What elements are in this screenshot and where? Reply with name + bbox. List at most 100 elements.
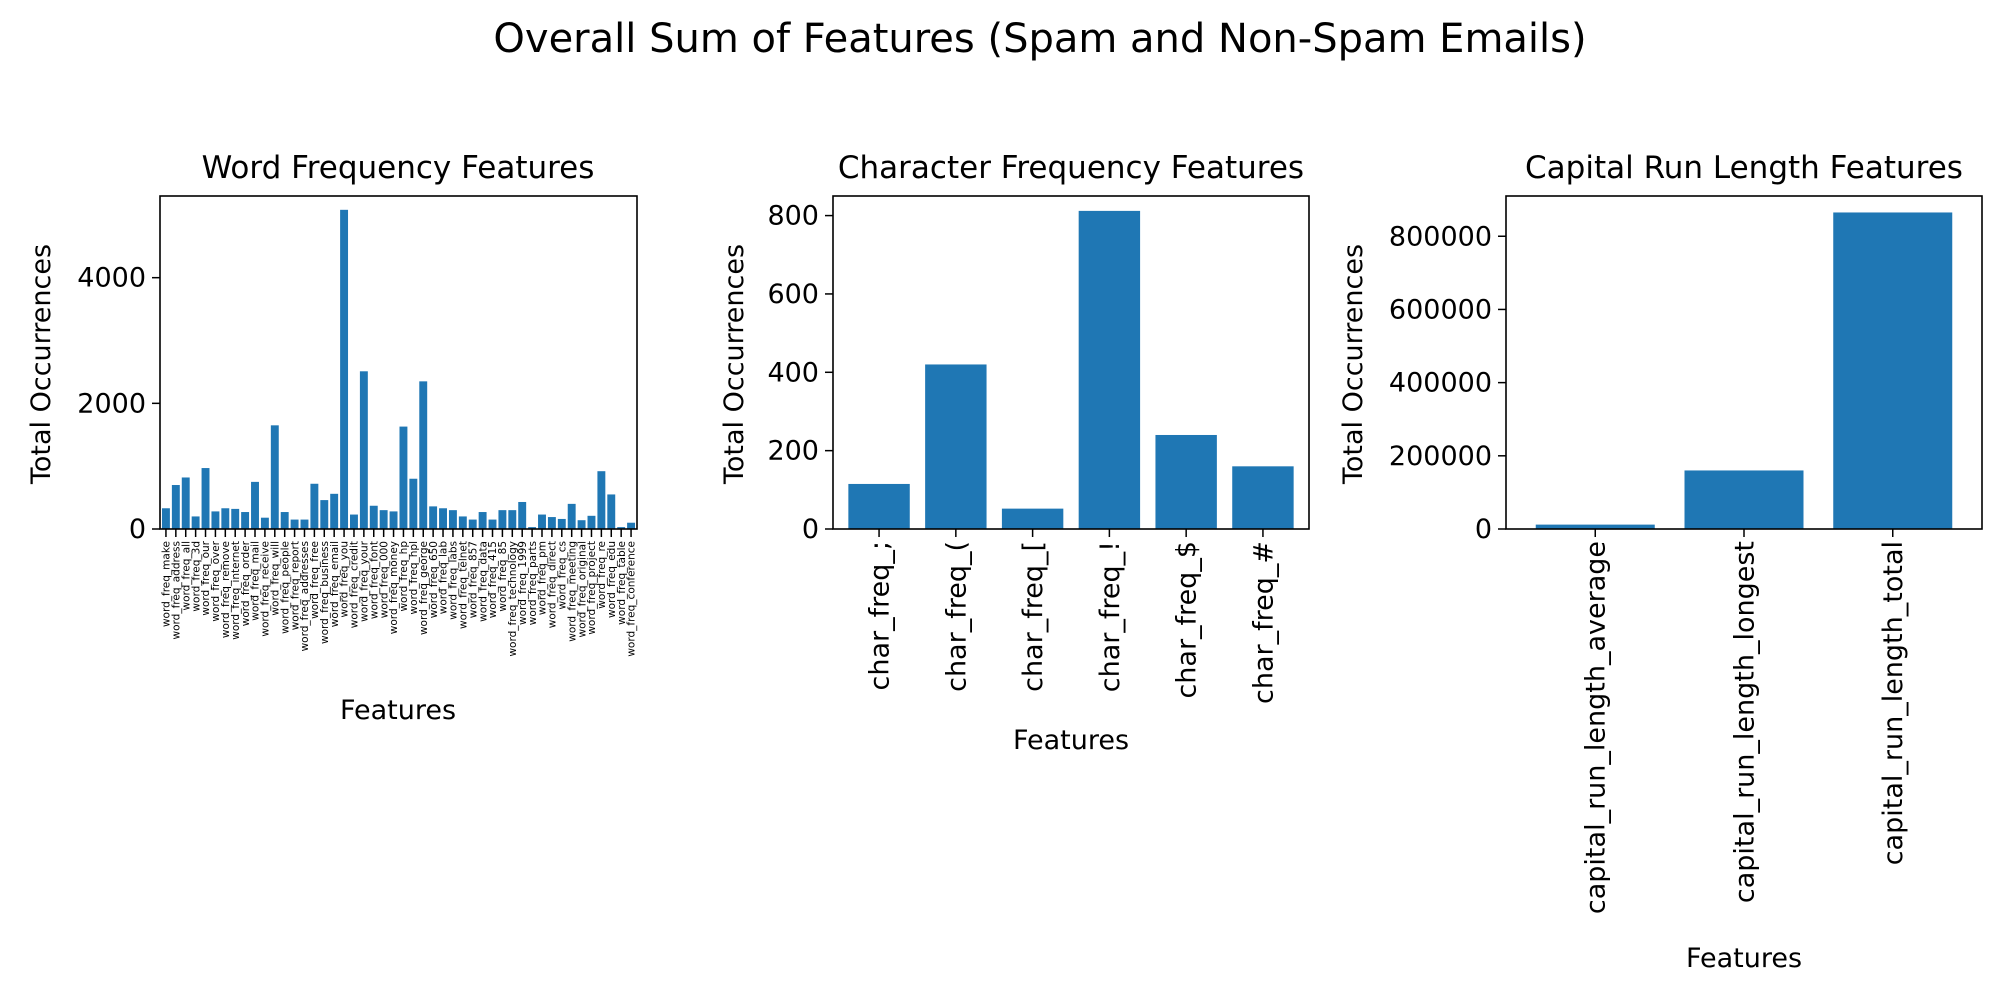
bar: [251, 481, 259, 529]
x-tick-label: word_freq_parts: [527, 541, 539, 625]
x-tick-label: word_freq_re: [596, 541, 608, 609]
subplot-title: Character Frequency Features: [838, 150, 1304, 186]
x-tick-label: capital_run_length_longest: [1729, 541, 1760, 903]
bar: [171, 485, 180, 529]
bar: [280, 512, 289, 529]
x-tick-label: char_freq_;: [865, 541, 896, 690]
bar: [468, 519, 477, 529]
bar: [488, 519, 497, 529]
bar: [518, 501, 527, 529]
subplot-title: Word Frequency Features: [202, 150, 595, 186]
x-tick-label: char_freq_$: [1172, 541, 1203, 699]
x-tick-label: word_freq_857: [467, 541, 479, 618]
bar: [231, 508, 240, 529]
bar: [181, 477, 190, 529]
bar: [607, 494, 616, 529]
x-tick-label: word_freq_receive: [260, 541, 272, 637]
bar: [241, 512, 250, 529]
y-axis-label: Total Occurrences: [26, 244, 57, 485]
y-tick-label: 0: [129, 514, 146, 545]
subplot-character-frequency: Character Frequency Features Total Occur…: [719, 150, 1310, 756]
x-tick-label: word_freq_make: [161, 541, 173, 627]
bar: [528, 527, 537, 529]
bar: [1232, 466, 1294, 529]
y-tick-label: 200: [767, 436, 819, 467]
x-tick-label: word_freq_pm: [537, 541, 549, 615]
bar: [389, 511, 398, 529]
x-tick-label: word_freq_order: [240, 540, 252, 626]
figure-title: Overall Sum of Features (Spam and Non-Sp…: [493, 16, 1586, 62]
plot-area: word_freq_makeword_freq_addressword_freq…: [77, 195, 638, 657]
y-tick-label: 400: [767, 357, 819, 388]
x-tick-label: char_freq_!: [1095, 541, 1126, 692]
x-tick-label: char_freq_#: [1248, 541, 1279, 704]
x-tick-label: word_freq_over: [210, 540, 222, 621]
bar: [617, 527, 626, 529]
bar: [439, 508, 447, 529]
x-tick-label: word_freq_project: [586, 541, 598, 635]
bar: [538, 514, 546, 529]
subplot-word-frequency: Word Frequency Features Total Occurrence…: [26, 150, 638, 726]
x-tick-label: word_freq_email: [329, 541, 341, 627]
y-tick-label: 800000: [1389, 221, 1492, 252]
x-tick-label: char_freq_[: [1018, 541, 1049, 692]
y-tick-label: 400000: [1389, 368, 1492, 399]
y-tick-label: 800: [767, 201, 819, 232]
x-tick-label: word_freq_george: [418, 541, 430, 635]
x-tick-label: word_freq_people: [279, 541, 291, 634]
x-tick-label: word_freq_labs: [448, 541, 460, 620]
x-tick-label: word_freq_650: [428, 541, 440, 618]
x-tick-label: word_freq_hpl: [408, 541, 420, 614]
x-tick-label: word_freq_all: [180, 541, 192, 611]
bar: [369, 505, 378, 529]
bar: [498, 510, 507, 529]
bar: [260, 517, 269, 529]
x-tick-label: word_freq_1999: [517, 541, 529, 625]
bar: [458, 516, 467, 529]
bar: [409, 478, 418, 529]
x-tick-label: word_freq_meeting: [566, 541, 578, 642]
axes-frame: [1505, 195, 1983, 530]
x-axis-label: Features: [1013, 725, 1129, 756]
y-tick-label: 4000: [77, 263, 146, 294]
x-tick-label: capital_run_length_average: [1581, 541, 1612, 914]
x-tick-label: word_freq_data: [477, 541, 489, 622]
bar: [925, 364, 987, 529]
x-tick-label: word_freq_internet: [230, 541, 242, 640]
bar: [399, 426, 408, 529]
bar: [557, 518, 566, 529]
x-tick-label: word_freq_your: [359, 540, 371, 622]
x-tick-label: capital_run_length_total: [1878, 541, 1909, 865]
x-tick-label: word_freq_technology: [507, 541, 519, 657]
x-tick-label: word_freq_our: [200, 540, 212, 615]
y-axis-label: Total Occurrences: [1338, 244, 1369, 485]
x-tick-label: word_freq_000: [378, 541, 390, 618]
y-tick-label: 600: [767, 279, 819, 310]
bar: [310, 483, 319, 529]
x-tick-label: word_freq_telnet: [458, 541, 470, 629]
axes-frame: [159, 195, 638, 530]
y-tick-label: 200000: [1389, 441, 1492, 472]
bar: [478, 512, 487, 529]
bar: [627, 522, 636, 529]
x-tick-label: word_freq_credit: [349, 541, 361, 628]
x-tick-label: word_freq_mail: [250, 541, 262, 621]
bar: [270, 425, 279, 529]
bar: [1684, 470, 1804, 529]
x-tick-label: word_freq_hp: [398, 541, 410, 612]
x-tick-label: char_freq_(: [941, 541, 972, 692]
x-tick-label: word_freq_415: [487, 541, 499, 618]
y-tick-label: 0: [1475, 514, 1492, 545]
bar: [320, 500, 329, 529]
axes-frame: [832, 195, 1310, 530]
x-tick-label: word_freq_you: [339, 541, 351, 618]
x-tick-label: word_freq_cs: [556, 541, 568, 609]
x-tick-label: word_freq_addresses: [299, 541, 311, 651]
y-axis-label: Total Occurrences: [719, 244, 750, 485]
bar: [1001, 508, 1064, 529]
bar: [597, 471, 606, 529]
bar: [379, 510, 388, 529]
bar: [1155, 434, 1217, 529]
bar: [547, 517, 556, 529]
